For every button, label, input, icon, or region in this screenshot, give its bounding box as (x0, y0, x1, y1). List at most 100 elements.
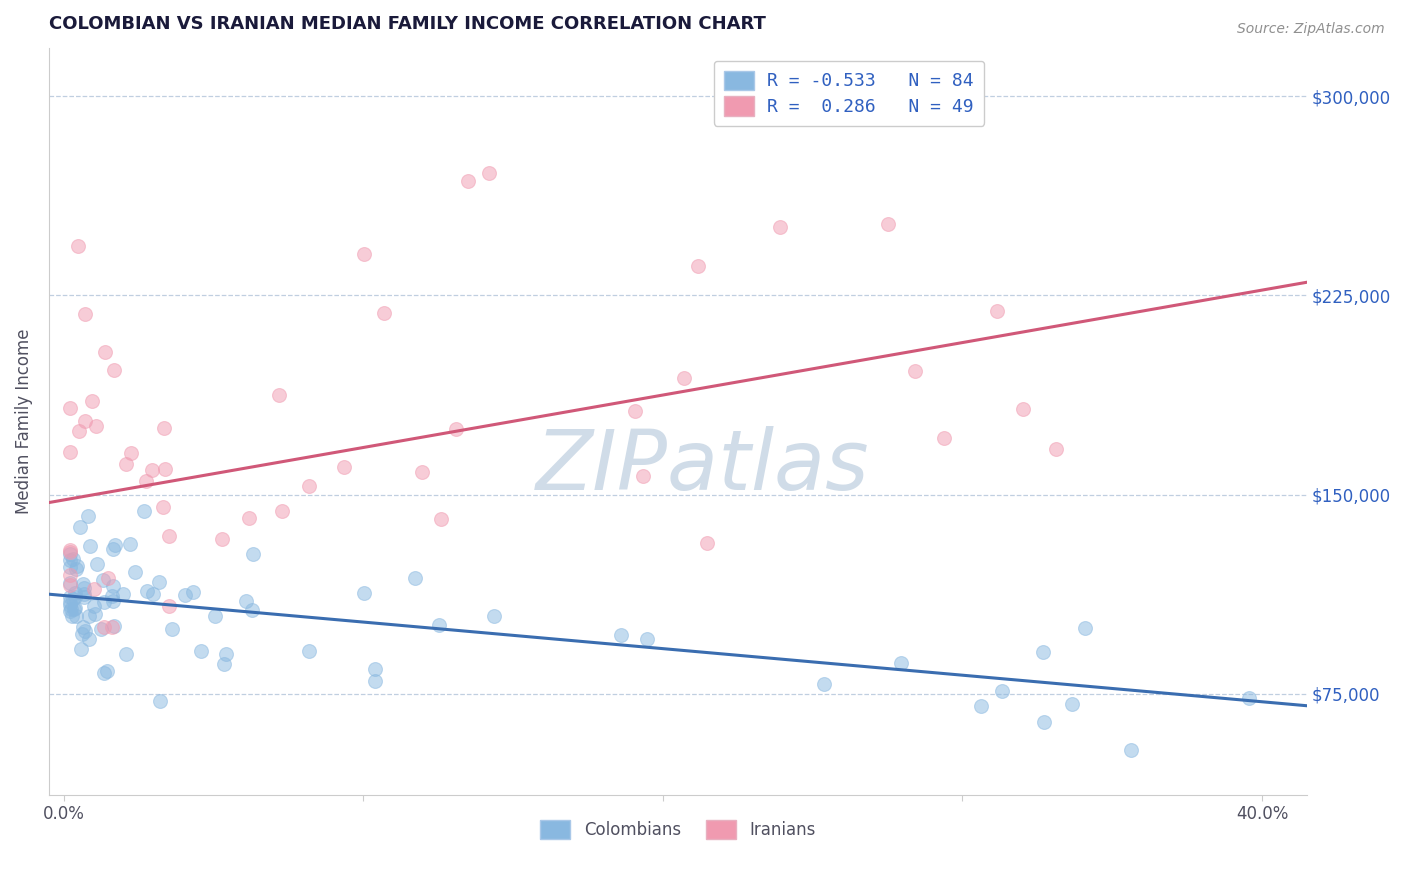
Point (1119, 743, 1142, 757)
Legend: Colombians, Iranians: Colombians, Iranians (534, 814, 823, 847)
Point (904, 364, 927, 378)
Point (890, 656, 912, 670)
Point (298, 478, 321, 492)
Point (90, 622, 112, 636)
Point (59, 595, 82, 609)
Point (59, 598, 82, 612)
Point (271, 504, 294, 518)
Point (813, 677, 835, 691)
Point (70, 642, 93, 657)
Point (876, 217, 898, 231)
Point (63, 600, 86, 615)
Point (72, 620, 94, 634)
Point (70, 627, 93, 641)
Point (427, 618, 450, 632)
Point (77, 632, 100, 646)
Point (59, 604, 82, 618)
Point (83, 599, 105, 614)
Point (69, 520, 91, 534)
Point (72, 587, 94, 601)
Point (67, 239, 90, 253)
Point (1045, 442, 1067, 456)
Point (79, 539, 101, 553)
Point (101, 620, 124, 634)
Point (932, 431, 955, 445)
Point (76, 509, 98, 524)
Point (235, 593, 257, 607)
Point (373, 306, 395, 320)
Point (72, 590, 94, 604)
Point (142, 587, 165, 601)
Point (115, 647, 138, 661)
Point (67, 424, 90, 438)
Point (1032, 714, 1054, 729)
Point (59, 591, 82, 605)
Point (73, 307, 96, 321)
Point (457, 174, 479, 188)
Point (411, 465, 433, 479)
Point (65, 561, 87, 575)
Point (174, 588, 197, 602)
Point (59, 559, 82, 574)
Point (93, 595, 115, 609)
Point (1011, 402, 1033, 417)
Point (298, 644, 321, 658)
Point (77, 609, 100, 624)
Point (59, 575, 82, 590)
Point (1074, 622, 1097, 636)
Point (73, 581, 96, 595)
Point (242, 547, 264, 561)
Point (93, 620, 115, 634)
Point (267, 388, 290, 402)
Point (103, 363, 125, 377)
Point (75, 414, 97, 428)
Point (162, 622, 184, 636)
Point (970, 698, 993, 713)
Point (82, 393, 104, 408)
Point (111, 587, 134, 601)
Point (157, 529, 180, 543)
Point (97, 571, 120, 585)
Point (609, 628, 631, 642)
Point (141, 462, 163, 476)
Point (991, 683, 1014, 698)
Point (59, 401, 82, 415)
Point (62, 592, 84, 607)
Point (149, 694, 172, 708)
Point (240, 603, 263, 617)
Point (59, 545, 82, 559)
Point (215, 648, 238, 662)
Point (636, 632, 658, 646)
Y-axis label: Median Family Income: Median Family Income (15, 329, 32, 515)
Point (238, 511, 260, 525)
Point (91, 573, 114, 587)
Point (478, 166, 501, 180)
Point (59, 547, 82, 561)
Point (986, 303, 1008, 318)
Point (94, 344, 117, 359)
Point (59, 543, 82, 558)
Point (211, 532, 233, 546)
Point (66, 559, 89, 574)
Point (190, 644, 212, 658)
Point (1062, 697, 1084, 711)
Point (59, 553, 82, 567)
Point (115, 457, 138, 471)
Point (332, 460, 354, 475)
Point (63, 591, 86, 605)
Point (353, 247, 375, 261)
Text: COLOMBIAN VS IRANIAN MEDIAN FAMILY INCOME CORRELATION CHART: COLOMBIAN VS IRANIAN MEDIAN FAMILY INCOM… (49, 15, 766, 33)
Point (93, 665, 115, 680)
Point (65, 609, 87, 624)
Point (120, 446, 142, 460)
Point (1239, 691, 1261, 706)
Point (120, 537, 142, 551)
Point (696, 536, 718, 550)
Point (672, 371, 695, 385)
Point (183, 585, 205, 599)
Point (1032, 645, 1054, 659)
Point (353, 586, 375, 600)
Point (148, 575, 170, 590)
Point (633, 469, 655, 483)
Point (101, 594, 124, 608)
